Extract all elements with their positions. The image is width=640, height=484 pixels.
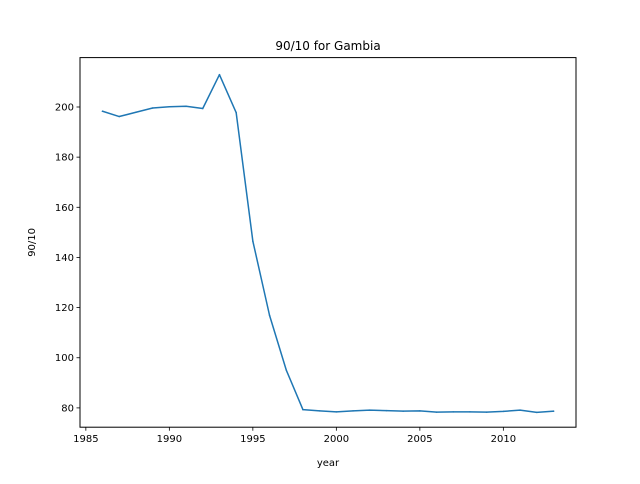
x-tick-label: 2000 <box>324 434 349 445</box>
chart-title: 90/10 for Gambia <box>275 39 380 53</box>
y-tick-label: 200 <box>55 102 74 113</box>
y-tick-label: 120 <box>55 303 74 314</box>
data-point <box>435 411 438 413</box>
data-point <box>335 411 338 413</box>
data-point <box>252 240 254 242</box>
x-tick-label: 1995 <box>240 434 265 445</box>
data-point <box>235 111 237 114</box>
x-tick-label: 2005 <box>407 434 432 445</box>
x-tick-label: 1990 <box>157 434 182 445</box>
data-point <box>402 410 404 412</box>
data-point <box>268 314 271 317</box>
data-point <box>185 105 187 107</box>
data-point <box>168 106 171 108</box>
data-point <box>318 410 321 412</box>
plot-layer <box>101 73 555 414</box>
data-point <box>469 411 471 413</box>
x-axis-label: year <box>317 458 340 469</box>
data-point <box>385 409 388 412</box>
series-line <box>101 73 555 414</box>
data-point <box>218 73 221 76</box>
data-point <box>419 410 421 412</box>
y-tick-label: 180 <box>55 153 74 164</box>
y-tick-label: 140 <box>55 253 74 264</box>
data-point <box>202 107 204 110</box>
data-point <box>352 410 354 412</box>
data-point <box>552 410 555 412</box>
data-point <box>101 110 104 113</box>
x-tick-label: 1985 <box>73 434 98 445</box>
data-point <box>135 111 137 114</box>
data-point <box>519 409 521 411</box>
data-point <box>536 411 538 414</box>
tick-layer: 1985 1990 1995 2000 2005 2010 80 100 120 140 160 18… <box>55 102 516 445</box>
data-point <box>369 409 371 411</box>
data-point <box>302 408 304 411</box>
data-point <box>452 411 454 413</box>
plot-frame <box>79 57 577 428</box>
y-tick-label: 80 <box>61 403 74 414</box>
x-tick-label: 2010 <box>491 434 516 445</box>
data-point <box>502 410 505 413</box>
y-tick-label: 160 <box>55 203 74 214</box>
y-tick-label: 100 <box>55 353 74 364</box>
data-point <box>151 107 154 109</box>
y-axis-label: 90/10 <box>27 228 38 257</box>
data-point <box>285 369 287 371</box>
data-point <box>485 411 488 413</box>
data-point <box>118 115 120 118</box>
